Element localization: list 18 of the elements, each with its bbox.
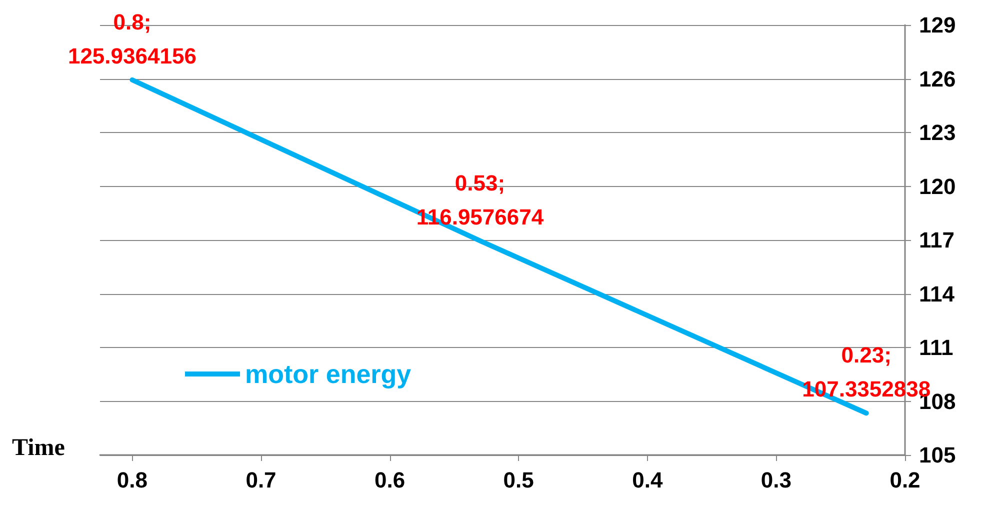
y-tick-label: 111 — [919, 335, 954, 360]
x-tick-label: 0.6 — [374, 468, 406, 492]
x-tick-label: 0.4 — [632, 468, 664, 492]
legend-label: motor energy — [245, 359, 412, 389]
x-axis-title: Time — [12, 435, 66, 461]
y-tick-label: 123 — [919, 120, 956, 145]
y-tick-label: 114 — [919, 281, 956, 306]
y-tick-label: 126 — [919, 66, 956, 92]
y-tick-label: 105 — [919, 442, 956, 468]
y-tick-label: 129 — [919, 12, 956, 38]
x-tick-label: 0.8 — [116, 468, 148, 492]
y-tick-label: 117 — [919, 228, 954, 252]
x-tick-label: 0.3 — [760, 468, 792, 492]
x-tick-label: 0.7 — [246, 468, 276, 492]
data-label: 0.8; 125.9364156 — [68, 9, 196, 68]
x-tick-label: 0.2 — [890, 468, 920, 492]
x-tick-label: 0.5 — [503, 468, 534, 492]
y-tick-label: 120 — [919, 174, 956, 199]
